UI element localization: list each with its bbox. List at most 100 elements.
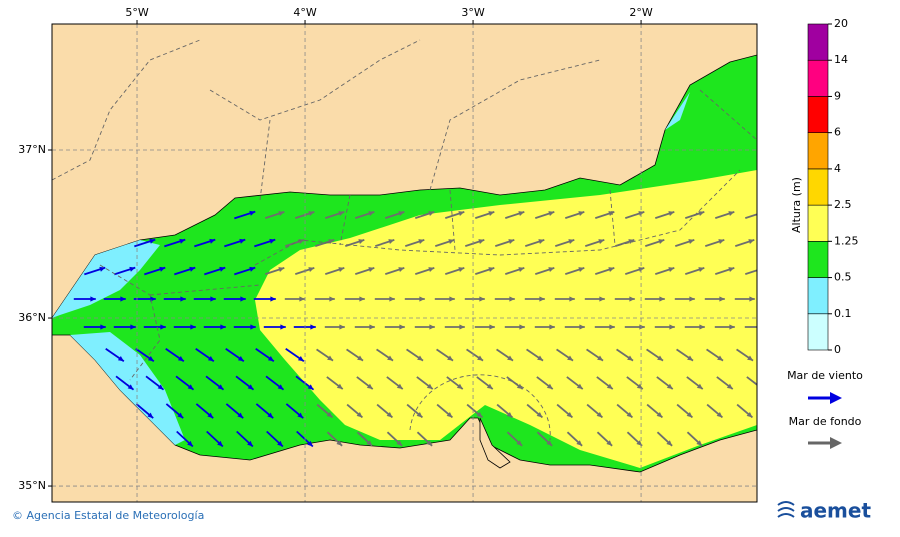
arrow-head [698,267,705,273]
wave-arrow [684,324,705,330]
wave-arrow [113,324,136,330]
arrow-head [606,383,613,390]
arrow-head [177,412,184,419]
arrow-head [686,411,693,418]
wave-arrow [594,211,615,219]
wave-arrow [135,403,154,419]
arrow-head [458,211,465,217]
arrow-head [728,267,735,273]
arrow-head [537,355,544,361]
arrow-head [449,296,455,302]
wave-arrow [464,296,485,302]
arrow-head [546,383,553,390]
arrow-head [598,239,605,245]
arrow-head [578,267,585,273]
arrow-head [669,324,675,330]
wave-arrow [143,324,166,330]
arrow-head [386,411,393,418]
wave-arrow [133,296,156,302]
wave-arrow [586,403,604,419]
wave-arrow [474,267,495,275]
arrow-head [636,383,643,390]
wave-arrow [176,430,194,448]
wave-arrow [676,348,694,362]
colorbar-segment [807,168,829,206]
lon-label: 2°W [629,6,652,19]
wave-arrow [285,403,304,419]
wave-arrow [193,296,216,302]
wave-arrow [105,348,125,362]
arrow-head [327,355,334,361]
arrow-head [157,384,164,390]
wave-arrow [704,239,725,247]
wave-arrow [536,376,554,390]
wave-arrow [374,239,395,247]
wave-arrow [356,376,374,390]
wave-arrow [674,239,695,247]
arrow-head [459,324,465,330]
arrow-head [310,324,316,330]
arrow-head [339,324,345,330]
border [99,169,741,441]
wave-arrow [354,324,375,330]
wave-arrow [134,238,156,248]
wave-arrow [203,324,226,330]
colorbar-tick-label: 9 [834,89,841,102]
wave-arrow [674,296,695,302]
wave-arrow [436,348,454,362]
wave-arrow [225,403,244,419]
arrow-head [418,239,425,245]
arrow-head [659,296,665,302]
wave-arrow [264,267,285,275]
arrow-head [207,412,214,419]
wave-arrow [195,403,214,419]
arrow-head [389,296,395,302]
arrow-head [356,411,363,418]
colorbar-segment [807,59,829,97]
wave-arrow [744,326,757,328]
arrow-head [387,355,394,361]
arrow-head [277,440,283,447]
arrow-head [718,239,725,245]
wave-arrow [255,348,275,362]
wave-arrow [324,324,345,330]
arrow-head [656,411,663,418]
arrow-head [746,411,753,418]
colorbar-tick-label: 14 [834,53,848,66]
wave-arrow [236,430,254,448]
wave-arrow [165,403,184,419]
wave-arrow [404,296,425,302]
arrow-head [689,296,695,302]
arrow-head [369,324,375,330]
wave-arrow [434,296,455,302]
wave-arrow [494,296,515,302]
wave-arrow [444,267,465,275]
arrow-head [359,296,365,302]
arrow-head [488,267,495,273]
arrow-head [447,355,454,361]
wave-arrow [524,239,545,247]
arrow-head [398,267,405,273]
lon-label: 4°W [293,6,316,19]
arrow-head [326,411,333,418]
arrow-head [758,267,764,272]
arrow-head [267,412,274,419]
arrow-head [187,440,193,447]
colorbar-segment [807,241,829,278]
wave-arrow [145,375,165,391]
wave-arrow [626,376,644,390]
arrow-head [699,324,705,330]
arrow-head [566,411,573,418]
wave-arrow [654,324,675,330]
arrow-head [278,211,285,217]
wave-arrow [566,376,584,390]
arrow-head [209,238,216,244]
wave-arrow [386,376,404,390]
arrow-head [698,211,705,217]
arrow-head [758,211,764,216]
arrow-head [239,238,246,244]
arrow-head [666,440,673,446]
wave-arrow [255,403,274,419]
wave-arrow [314,239,335,247]
arrow-head [516,383,523,390]
